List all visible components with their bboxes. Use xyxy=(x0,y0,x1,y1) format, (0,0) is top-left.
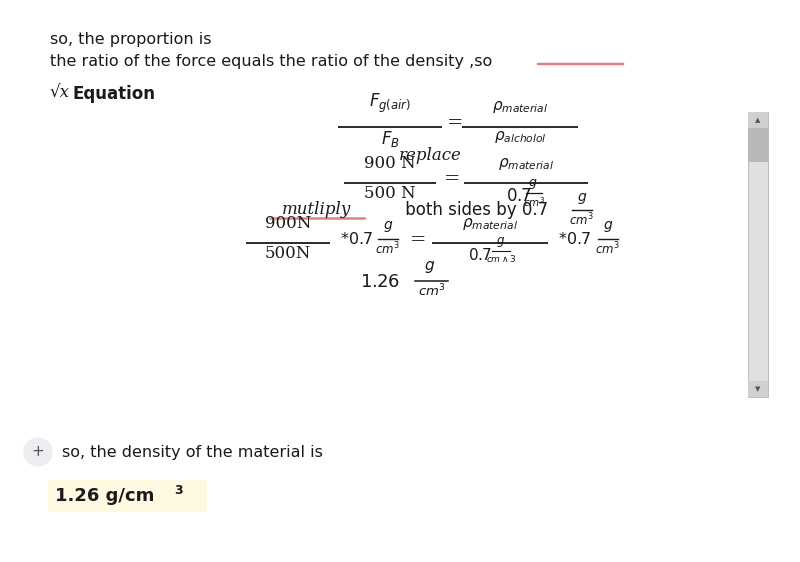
Text: $F_{g(air)}$: $F_{g(air)}$ xyxy=(369,92,411,115)
Text: $g$: $g$ xyxy=(528,177,538,191)
Text: so, the proportion is: so, the proportion is xyxy=(50,32,211,47)
Text: $g$: $g$ xyxy=(495,235,505,249)
Text: $g$: $g$ xyxy=(383,219,393,234)
Text: =: = xyxy=(446,114,463,132)
Bar xyxy=(748,112,768,128)
Text: ▼: ▼ xyxy=(755,386,761,392)
Text: $0.7$: $0.7$ xyxy=(468,247,492,263)
Text: $g$: $g$ xyxy=(603,219,613,234)
Text: $\rho_{material}$: $\rho_{material}$ xyxy=(492,99,548,115)
Text: $1.26$: $1.26$ xyxy=(360,273,400,291)
Text: $\rho_{material}$: $\rho_{material}$ xyxy=(462,216,518,232)
Bar xyxy=(748,112,768,397)
Text: 1.26 g/cm: 1.26 g/cm xyxy=(55,487,154,505)
Text: ▲: ▲ xyxy=(755,117,761,123)
Text: $* 0.7$: $* 0.7$ xyxy=(340,232,373,248)
Text: 500 N: 500 N xyxy=(364,185,416,202)
Bar xyxy=(748,381,768,397)
Text: so, the density of the material is: so, the density of the material is xyxy=(62,445,323,460)
Text: $cm^3$: $cm^3$ xyxy=(523,195,545,209)
Text: $cm^3$: $cm^3$ xyxy=(375,241,401,257)
Text: +: + xyxy=(32,445,44,460)
Text: $cm^3$: $cm^3$ xyxy=(570,212,594,229)
Text: $\rho_{material}$: $\rho_{material}$ xyxy=(498,156,554,172)
Text: $g$: $g$ xyxy=(577,191,587,206)
Text: =: = xyxy=(444,170,460,188)
Text: $g$: $g$ xyxy=(425,259,435,275)
Text: $cm\wedge3$: $cm\wedge3$ xyxy=(486,253,517,264)
Text: 3: 3 xyxy=(174,483,182,496)
Text: $\rho_{alcholol}$: $\rho_{alcholol}$ xyxy=(494,129,546,145)
Text: √x: √x xyxy=(50,85,70,102)
Text: the ratio of the force equals the ratio of the density ,so: the ratio of the force equals the ratio … xyxy=(50,54,492,69)
Text: 500N: 500N xyxy=(265,245,311,262)
Bar xyxy=(748,128,768,162)
Text: 900 N: 900 N xyxy=(364,155,416,172)
Text: $* 0.7$: $* 0.7$ xyxy=(558,232,590,248)
FancyBboxPatch shape xyxy=(48,480,207,512)
Circle shape xyxy=(24,438,52,466)
Text: Equation: Equation xyxy=(72,85,155,103)
Text: both sides by 0.7: both sides by 0.7 xyxy=(400,201,548,219)
Text: $cm^3$: $cm^3$ xyxy=(418,283,446,300)
Text: =: = xyxy=(410,231,426,249)
Text: mutliply: mutliply xyxy=(282,202,350,219)
Text: $0.7$: $0.7$ xyxy=(506,188,532,205)
Text: 900N: 900N xyxy=(265,215,311,232)
Text: $cm^3$: $cm^3$ xyxy=(595,241,621,257)
Text: replace: replace xyxy=(398,147,462,164)
Text: $F_B$: $F_B$ xyxy=(381,129,399,149)
